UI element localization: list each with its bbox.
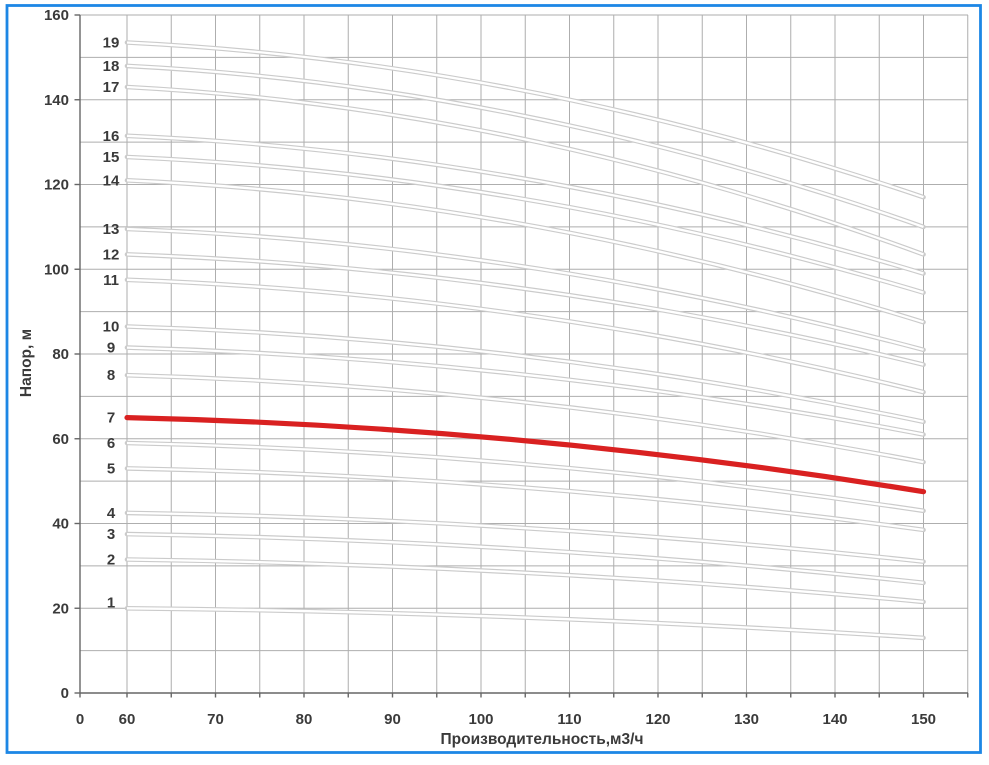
curve-core-13 bbox=[126, 227, 924, 351]
curve-core-16 bbox=[126, 134, 924, 275]
curve-label-16: 16 bbox=[103, 128, 120, 145]
y-tick-160: 160 bbox=[44, 7, 69, 24]
x-tick-70: 70 bbox=[207, 711, 224, 728]
x-tick-0: 0 bbox=[76, 711, 84, 728]
x-tick-60: 60 bbox=[119, 711, 136, 728]
curve-label-6: 6 bbox=[107, 435, 115, 452]
curve-label-9: 9 bbox=[107, 340, 115, 357]
curve-label-4: 4 bbox=[107, 505, 116, 522]
x-tick-90: 90 bbox=[384, 711, 401, 728]
curve-label-5: 5 bbox=[107, 460, 115, 477]
curve-label-3: 3 bbox=[107, 526, 115, 543]
curve-label-17: 17 bbox=[103, 79, 120, 96]
axes bbox=[74, 14, 969, 698]
x-tick-130: 130 bbox=[734, 711, 759, 728]
curve-core-15 bbox=[126, 155, 924, 294]
curve-label-19: 19 bbox=[103, 35, 120, 52]
x-tick-140: 140 bbox=[822, 711, 847, 728]
curve-core-10 bbox=[126, 325, 924, 423]
curve-core-14 bbox=[126, 179, 924, 324]
y-tick-labels: 0 20 40 60 80 100 120 140 160 bbox=[44, 7, 69, 702]
x-tick-labels: 0 60 70 80 90 100 110 120 130 140 150 bbox=[76, 711, 936, 728]
curve-core-3 bbox=[126, 532, 924, 584]
curve-core-2 bbox=[126, 558, 924, 604]
y-tick-100: 100 bbox=[44, 261, 69, 278]
y-tick-60: 60 bbox=[52, 431, 69, 448]
x-tick-80: 80 bbox=[296, 711, 313, 728]
curve-core-17 bbox=[126, 85, 924, 256]
curve-7 bbox=[124, 415, 927, 495]
blue-frame bbox=[5, 4, 982, 754]
y-tick-0: 0 bbox=[61, 685, 69, 702]
curve-label-13: 13 bbox=[103, 221, 120, 238]
curve-label-10: 10 bbox=[103, 318, 120, 335]
y-tick-40: 40 bbox=[52, 516, 69, 533]
curve-core-12 bbox=[126, 253, 924, 366]
curve-label-11: 11 bbox=[103, 272, 119, 289]
curve-core-1 bbox=[126, 607, 924, 640]
x-tick-110: 110 bbox=[557, 711, 581, 728]
curve-label-14: 14 bbox=[103, 172, 120, 189]
curve-label-1: 1 bbox=[107, 594, 115, 611]
x-tick-120: 120 bbox=[645, 711, 670, 728]
x-tick-100: 100 bbox=[468, 711, 493, 728]
curve-core-11 bbox=[126, 278, 924, 394]
curve-label-7: 7 bbox=[107, 410, 115, 427]
curve-label-18: 18 bbox=[103, 58, 120, 75]
y-tick-80: 80 bbox=[52, 346, 69, 363]
y-tick-20: 20 bbox=[52, 600, 69, 617]
curve-core-8 bbox=[126, 374, 924, 464]
pump-curves bbox=[124, 40, 927, 641]
curve-label-15: 15 bbox=[103, 149, 120, 166]
gridlines bbox=[80, 14, 969, 693]
curve-label-2: 2 bbox=[107, 552, 115, 569]
curve-core-19 bbox=[126, 41, 924, 199]
curve-label-8: 8 bbox=[107, 367, 115, 384]
curve-core-4 bbox=[126, 511, 924, 563]
y-tick-140: 140 bbox=[44, 92, 69, 109]
curve-core-18 bbox=[126, 64, 924, 228]
x-tick-150: 150 bbox=[911, 711, 936, 728]
y-tick-120: 120 bbox=[44, 177, 69, 194]
curve-core-9 bbox=[126, 346, 924, 436]
curve-core-6 bbox=[126, 441, 924, 512]
curve-core-5 bbox=[126, 467, 924, 532]
curve-label-12: 12 bbox=[103, 246, 120, 263]
